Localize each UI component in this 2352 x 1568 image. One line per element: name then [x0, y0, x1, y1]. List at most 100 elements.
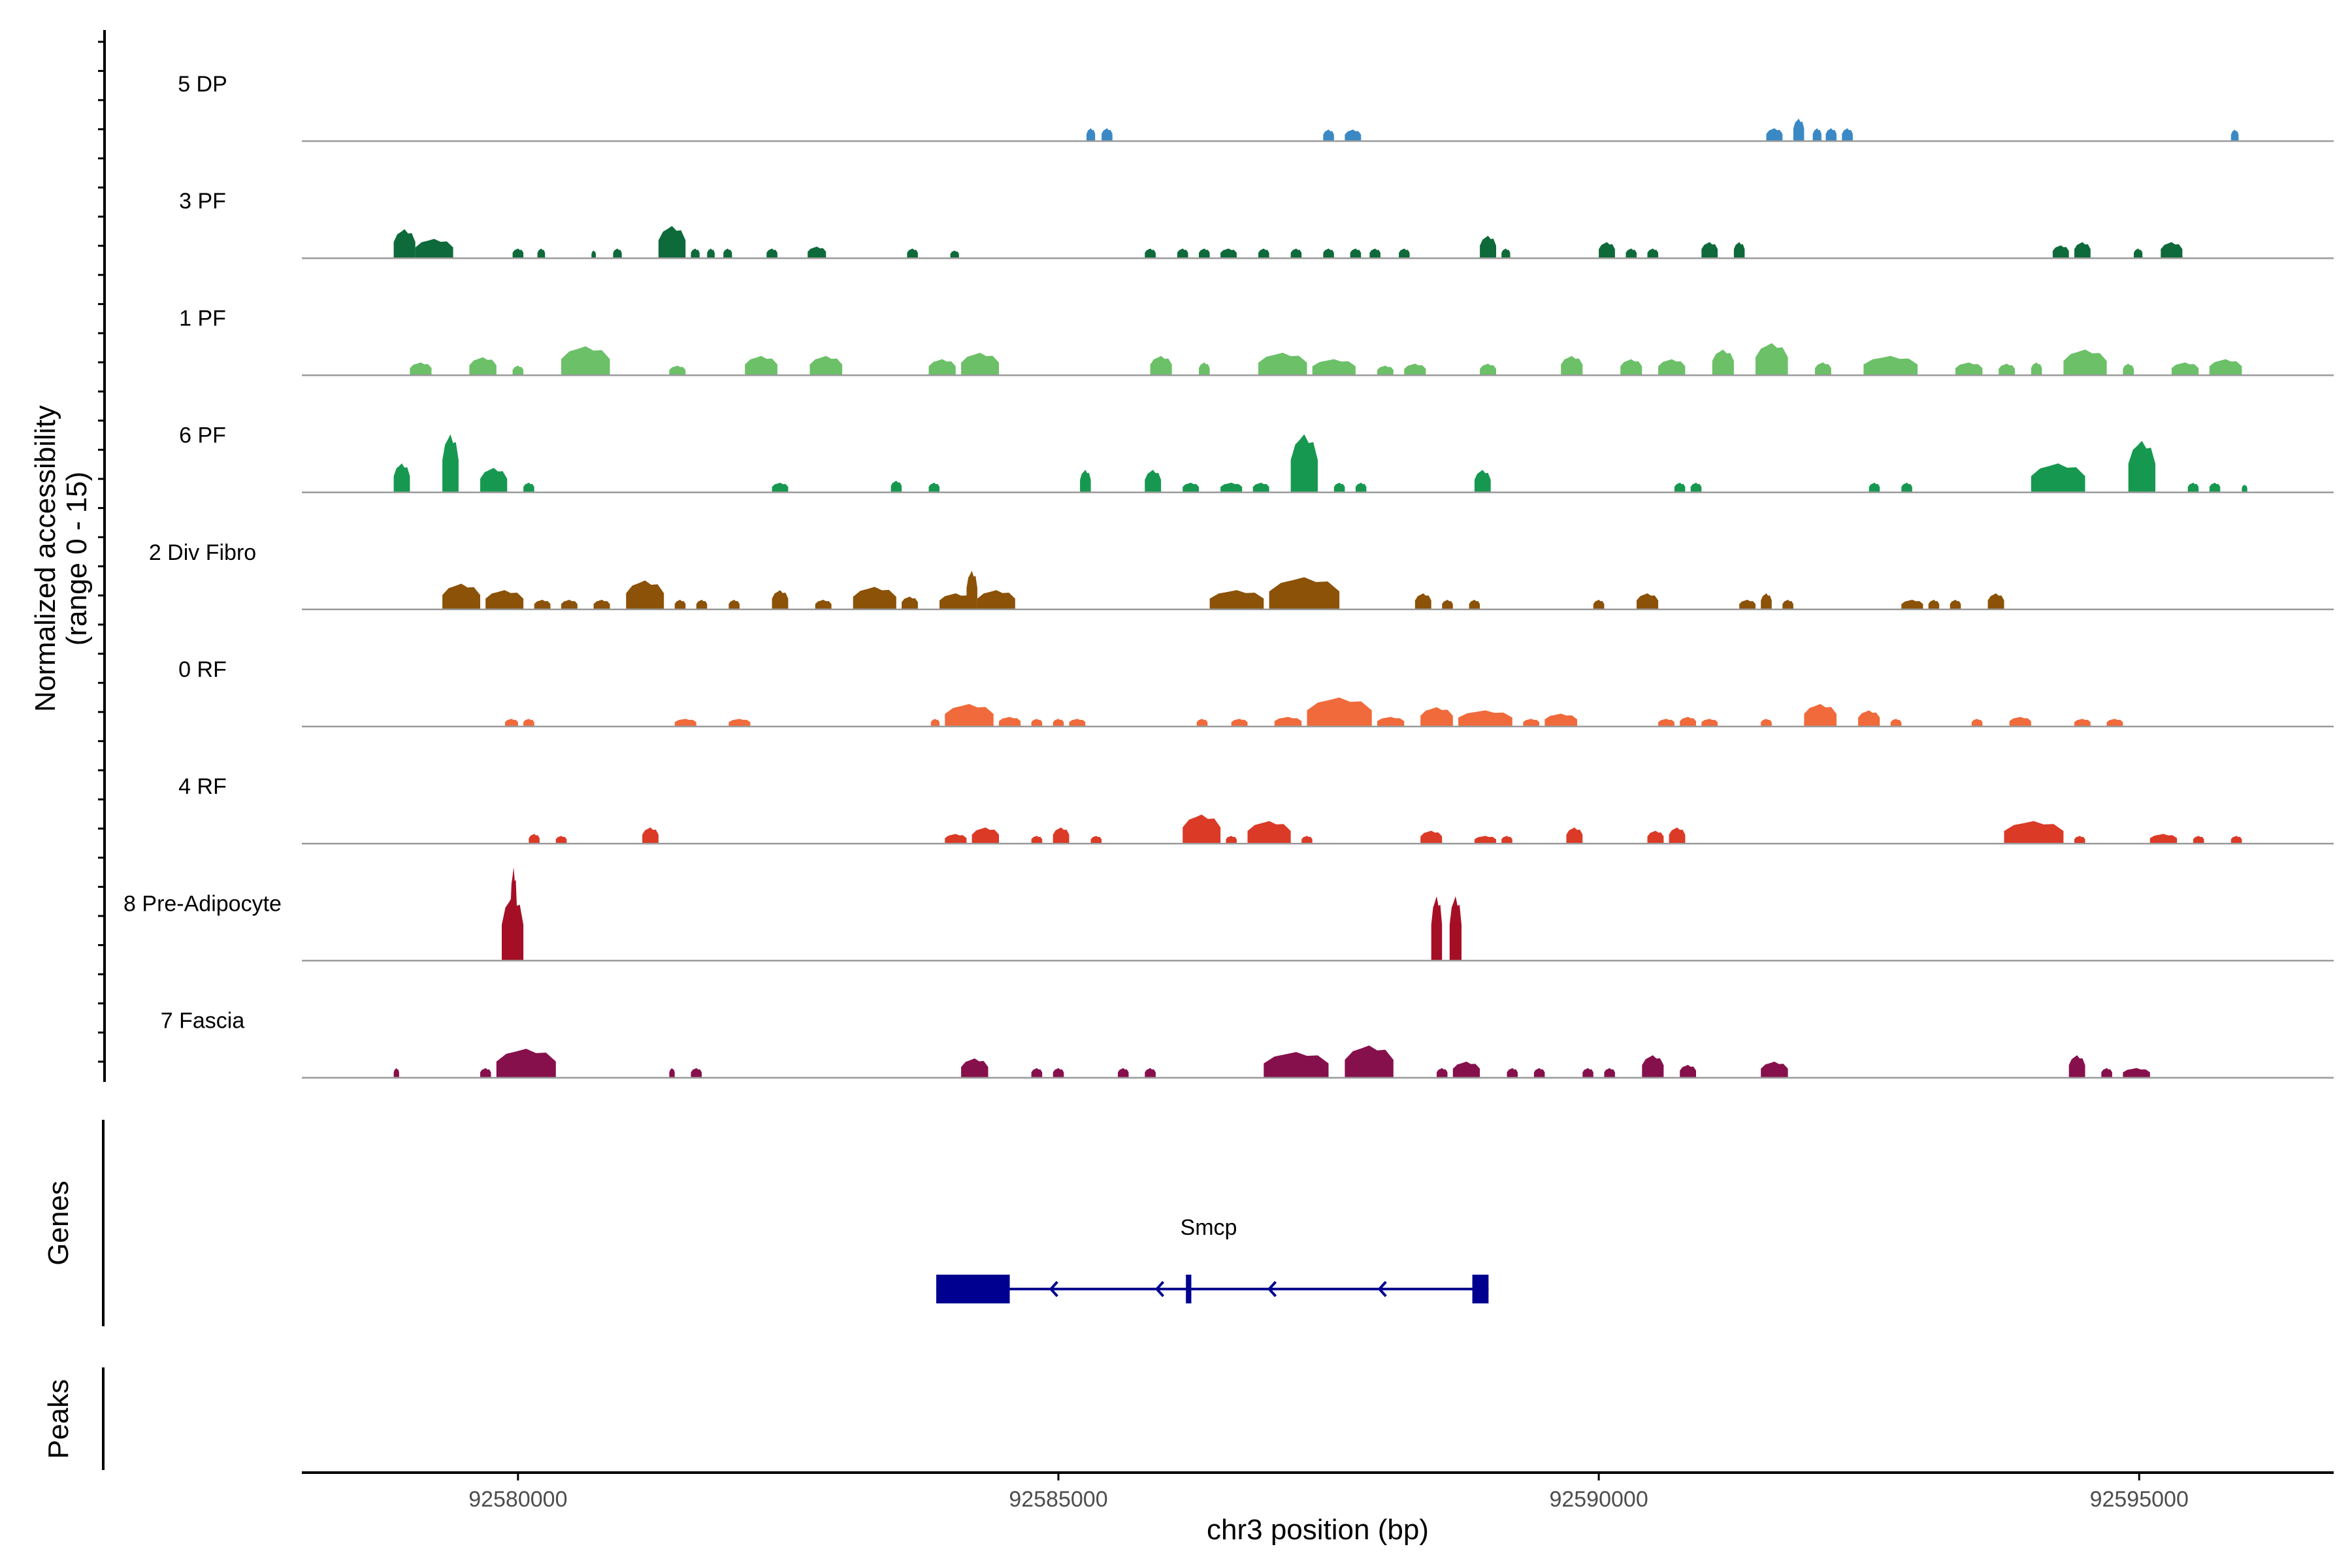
coverage-peak — [728, 719, 751, 727]
coverage-peak — [1582, 1068, 1593, 1078]
coverage-peak — [1369, 248, 1380, 259]
coverage-peak — [1420, 830, 1443, 844]
coverage-peak — [1901, 600, 1923, 610]
coverage-peak — [1501, 836, 1512, 844]
coverage-peak — [1955, 362, 1983, 376]
coverage-peak — [1620, 359, 1642, 376]
coverage-peak — [2171, 362, 2199, 376]
coverage-peak — [1733, 242, 1745, 259]
coverage-peak — [1869, 482, 1880, 493]
coverage-peak — [1090, 836, 1102, 844]
coverage-peak — [977, 590, 1015, 610]
track-4-rf: 4 RF — [178, 774, 2334, 845]
coverage-peak — [1701, 719, 1718, 727]
coverage-peak — [2230, 129, 2239, 141]
coverage-peak — [512, 365, 524, 376]
coverage-peak — [2242, 484, 2247, 493]
coverage-peak — [1069, 719, 1086, 727]
coverage-peak — [999, 717, 1021, 727]
coverage-peak — [972, 827, 999, 844]
coverage-peak — [1999, 363, 2015, 376]
coverage-peak — [1252, 482, 1269, 493]
coverage-peak — [1350, 248, 1362, 259]
coverage-peak — [772, 482, 789, 493]
coverage-peak — [2209, 482, 2221, 493]
coverage-peak — [1842, 128, 1853, 141]
track-0-rf: 0 RF — [178, 657, 2334, 728]
coverage-peak — [1307, 697, 1372, 727]
x-tick-label: 92585000 — [1009, 1487, 1107, 1512]
coverage-peak — [1474, 470, 1491, 493]
coverage-peak — [853, 587, 896, 610]
x-tick-label: 92595000 — [2090, 1487, 2189, 1512]
coverage-peak — [2187, 482, 2199, 493]
coverage-peak — [410, 362, 432, 376]
coverage-peak — [496, 1049, 556, 1078]
coverage-peak — [2209, 359, 2242, 376]
coverage-peak — [1431, 896, 1443, 961]
coverage-peak — [1053, 827, 1070, 844]
track-6-pf: 6 PF — [179, 423, 2334, 493]
coverage-peak — [658, 225, 686, 259]
coverage-peak — [1761, 593, 1772, 610]
coverage-peak — [1712, 350, 1734, 376]
track-label: 5 DP — [178, 72, 227, 97]
coverage-peak — [1196, 719, 1208, 727]
coverage-peak — [1501, 248, 1511, 259]
coverage-peak — [1420, 707, 1453, 727]
coverage-peak — [766, 248, 777, 259]
coverage-peak — [1658, 359, 1686, 376]
track-3-pf: 3 PF — [179, 189, 2334, 259]
coverage-peak — [642, 827, 659, 844]
coverage-peak — [707, 248, 715, 259]
coverage-peak — [2063, 350, 2107, 376]
coverage-peak — [523, 719, 534, 727]
coverage-peak — [2128, 440, 2155, 493]
coverage-peak — [1566, 827, 1583, 844]
coverage-peak — [1209, 590, 1264, 610]
coverage-peak — [1950, 600, 1961, 610]
coverage-peak — [1647, 830, 1664, 844]
coverage-peak — [1674, 482, 1686, 493]
coverage-peak — [930, 719, 939, 727]
coverage-peak — [591, 250, 596, 259]
coverage-peak — [1987, 593, 2004, 610]
coverage-peak — [534, 600, 551, 610]
track-8-pre-adipocyte: 8 Pre-Adipocyte — [123, 867, 2334, 962]
coverage-peak — [480, 1068, 491, 1078]
coverage-peak — [1333, 482, 1345, 493]
coverage-peak — [1782, 600, 1793, 610]
coverage-peak — [1812, 128, 1821, 141]
gene-exon — [1472, 1275, 1489, 1303]
coverage-peak — [674, 600, 686, 610]
coverage-peak — [505, 719, 518, 727]
coverage-peak — [1145, 470, 1162, 493]
coverage-peak — [2230, 836, 2242, 844]
coverage-peak — [2074, 719, 2091, 727]
coverage-peak — [1604, 1068, 1615, 1078]
coverage-peak — [1199, 362, 1210, 376]
coverage-peak — [1031, 836, 1043, 844]
coverage-peak — [537, 248, 546, 259]
coverage-peak — [555, 836, 567, 844]
coverage-peak — [745, 355, 777, 376]
coverage-peak — [1928, 600, 1940, 610]
coverage-peak — [928, 359, 956, 376]
coverage-peak — [2161, 242, 2183, 259]
coverage-peak — [1323, 248, 1334, 259]
coverage-peak — [1625, 248, 1637, 259]
coverage-peak — [1593, 600, 1605, 610]
coverage-peak — [1669, 827, 1686, 844]
coverage-peak — [723, 248, 732, 259]
coverage-peak — [928, 482, 939, 493]
track-label: 6 PF — [179, 423, 226, 448]
coverage-peak — [1480, 363, 1496, 376]
coverage-peak — [2009, 717, 2031, 727]
y-axis-range-label: (range 0 - 15) — [61, 472, 93, 646]
coverage-peak — [1102, 128, 1113, 141]
track-5-dp: 5 DP — [178, 72, 2334, 142]
coverage-peak — [1863, 355, 1918, 376]
coverage-peak — [1345, 1045, 1394, 1078]
track-1-pf: 1 PF — [179, 306, 2334, 376]
track-label: 8 Pre-Adipocyte — [123, 891, 282, 916]
